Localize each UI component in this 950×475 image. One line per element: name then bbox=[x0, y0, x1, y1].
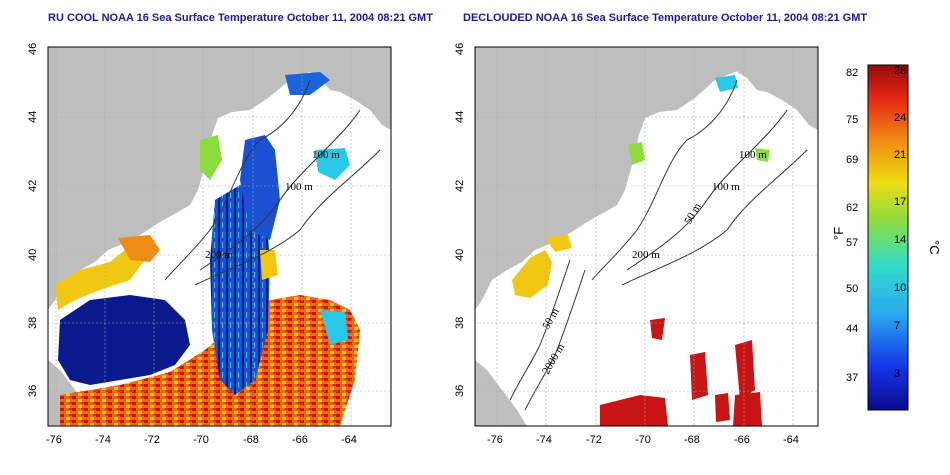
y-tick-label: 38 bbox=[454, 317, 466, 329]
x-tick-label: -64 bbox=[341, 434, 357, 446]
y-tick-label: 40 bbox=[454, 249, 466, 261]
f-tick-label: 57 bbox=[846, 237, 858, 249]
gulf-stream bbox=[60, 295, 360, 426]
left-map: 100 m 100 m 200 m bbox=[47, 46, 392, 427]
x-tick-label: -70 bbox=[193, 434, 209, 446]
c-tick-label: 3 bbox=[894, 368, 900, 380]
left-panel-title: RU COOL NOAA 16 Sea Surface Temperature … bbox=[48, 12, 433, 24]
x-tick-label: -76 bbox=[46, 434, 62, 446]
fahrenheit-ticks: 82 75 69 62 57 50 44 37 bbox=[846, 67, 858, 384]
y-tick-label: 42 bbox=[454, 180, 466, 192]
y-tick-label: 44 bbox=[454, 111, 466, 123]
fahrenheit-label: °F bbox=[831, 227, 846, 240]
c-tick-label: 24 bbox=[894, 112, 906, 124]
right-x-axis: -76 -74 -72 -70 -68 -66 -64 bbox=[487, 434, 799, 446]
x-tick-label: -74 bbox=[95, 434, 111, 446]
x-tick-label: -68 bbox=[684, 434, 700, 446]
c-tick-label: 21 bbox=[894, 149, 906, 161]
f-tick-label: 62 bbox=[846, 202, 858, 214]
right-map: 100 m 100 m 50 m 200 m 50 m 2000 m bbox=[474, 46, 819, 427]
c-tick-label: 17 bbox=[894, 196, 906, 208]
right-y-axis: 36 38 40 42 44 46 bbox=[454, 43, 466, 397]
temperature-colorbar: 82 75 69 62 57 50 44 37 28 24 21 17 14 1… bbox=[831, 64, 942, 411]
contour-label: 200 m bbox=[205, 249, 233, 261]
x-tick-label: -74 bbox=[536, 434, 552, 446]
land-mass bbox=[48, 47, 352, 310]
x-tick-label: -72 bbox=[586, 434, 602, 446]
contour-label: 200 m bbox=[632, 249, 660, 261]
f-tick-label: 69 bbox=[846, 154, 858, 166]
f-tick-label: 44 bbox=[846, 323, 858, 335]
celsius-label: °C bbox=[927, 240, 942, 255]
f-tick-label: 82 bbox=[846, 67, 858, 79]
celsius-ticks: 28 24 21 17 14 10 7 3 bbox=[894, 65, 906, 380]
x-tick-label: -64 bbox=[783, 434, 799, 446]
c-tick-label: 28 bbox=[894, 65, 906, 77]
y-tick-label: 36 bbox=[27, 385, 39, 397]
y-tick-label: 40 bbox=[27, 249, 39, 261]
y-tick-label: 42 bbox=[27, 180, 39, 192]
contour-label: 100 m bbox=[285, 181, 313, 193]
x-tick-label: -68 bbox=[243, 434, 259, 446]
y-tick-label: 44 bbox=[27, 111, 39, 123]
y-tick-label: 38 bbox=[27, 317, 39, 329]
c-tick-label: 14 bbox=[894, 234, 906, 246]
c-tick-label: 10 bbox=[894, 282, 906, 294]
c-tick-label: 7 bbox=[894, 320, 900, 332]
land-mass bbox=[475, 47, 778, 310]
contour-label: 100 m bbox=[712, 181, 740, 193]
f-tick-label: 50 bbox=[846, 283, 858, 295]
right-panel-title: DECLOUDED NOAA 16 Sea Surface Temperatur… bbox=[463, 12, 868, 24]
contour-label: 100 m bbox=[312, 149, 340, 161]
y-tick-label: 46 bbox=[454, 43, 466, 55]
f-tick-label: 75 bbox=[846, 114, 858, 126]
x-tick-label: -66 bbox=[292, 434, 308, 446]
x-tick-label: -70 bbox=[635, 434, 651, 446]
left-x-axis: -76 -74 -72 -70 -68 -66 -64 bbox=[46, 434, 357, 446]
cold-water-region bbox=[58, 295, 190, 385]
y-tick-label: 46 bbox=[27, 43, 39, 55]
x-tick-label: -66 bbox=[734, 434, 750, 446]
x-tick-label: -72 bbox=[144, 434, 160, 446]
y-tick-label: 36 bbox=[454, 385, 466, 397]
x-tick-label: -76 bbox=[487, 434, 503, 446]
left-y-axis: 36 38 40 42 44 46 bbox=[27, 43, 39, 397]
contour-label: 100 m bbox=[739, 149, 767, 161]
f-tick-label: 37 bbox=[846, 372, 858, 384]
